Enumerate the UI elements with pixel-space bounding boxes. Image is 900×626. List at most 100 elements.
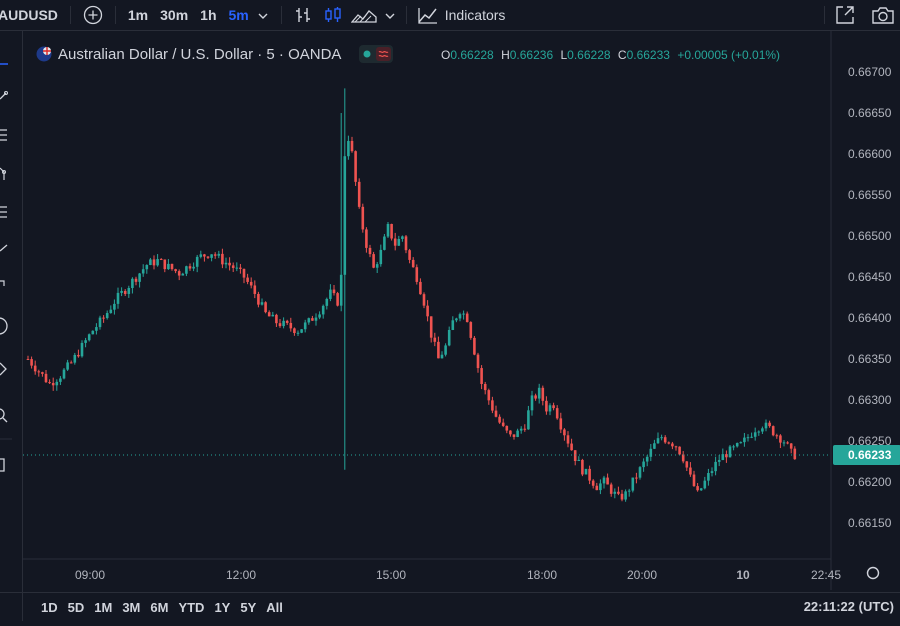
candle-body <box>221 253 224 265</box>
range-1y[interactable]: 1Y <box>214 600 231 615</box>
candle-body <box>534 395 537 399</box>
candle-body <box>527 410 530 430</box>
chevron-down-icon[interactable] <box>384 9 396 21</box>
candle-body <box>660 437 663 439</box>
candle-body <box>782 442 786 444</box>
interval-5m[interactable]: 5m <box>228 7 249 23</box>
x-tick-label: 22:45 <box>811 568 841 582</box>
indicators-icon[interactable] <box>417 5 439 25</box>
symbol-title[interactable]: Australian Dollar / U.S. Dollar · 5 · OA… <box>58 45 342 63</box>
candle-body <box>552 405 555 409</box>
candle-body <box>559 418 563 430</box>
close-label: C <box>617 48 627 62</box>
indicators-button[interactable]: Indicators <box>444 7 506 23</box>
camera-icon[interactable] <box>871 4 895 26</box>
candle-body <box>116 292 120 304</box>
candle-body <box>541 387 545 401</box>
candle-body <box>696 486 699 491</box>
range-3m[interactable]: 3M <box>122 600 141 615</box>
candle-body <box>257 293 260 305</box>
candles-icon[interactable] <box>323 5 343 25</box>
candle-body <box>48 382 51 384</box>
candle-body <box>149 259 152 266</box>
range-all[interactable]: All <box>266 600 283 615</box>
divider <box>69 6 71 24</box>
candle-body <box>300 329 303 333</box>
candle-body <box>242 268 246 278</box>
candle-body <box>645 456 649 462</box>
candle-body <box>725 454 728 458</box>
drawing-tools-icons[interactable] <box>0 31 22 621</box>
candle-body <box>339 274 343 306</box>
candle-body <box>159 259 163 261</box>
candle-body <box>476 354 480 369</box>
interval-1m[interactable]: 1m <box>127 7 149 23</box>
candle-body <box>692 474 696 487</box>
candle-body <box>426 305 429 317</box>
candle-body <box>606 477 609 485</box>
bar-chart-icon[interactable] <box>293 5 313 25</box>
candle-body <box>289 322 293 329</box>
fullscreen-icon[interactable] <box>834 4 856 26</box>
candle-body <box>336 293 339 306</box>
x-tick-label: 15:00 <box>376 568 406 582</box>
projection-icon <box>0 206 7 218</box>
interval-30m[interactable]: 30m <box>160 7 189 23</box>
candle-body <box>152 259 156 266</box>
candle-body <box>192 266 195 269</box>
symbol-search[interactable]: AUDUSD <box>0 7 58 23</box>
candle-body <box>318 314 321 318</box>
candlestick-chart[interactable]: 0.66700 0.66650 0.66600 0.66550 0.66500 0.664… <box>23 31 900 590</box>
candle-body <box>77 354 80 357</box>
utc-clock[interactable]: 22:11:22 (UTC) <box>803 599 894 614</box>
candle-body <box>671 443 674 447</box>
candle-body <box>444 345 447 355</box>
candle-body <box>365 229 368 248</box>
y-tick-label: 0.66450 <box>848 270 892 284</box>
candle-body <box>591 480 595 486</box>
candle-body <box>548 405 552 412</box>
range-ytd[interactable]: YTD <box>178 600 205 615</box>
candle-body <box>750 436 753 438</box>
candle-body <box>743 437 746 443</box>
candle-body <box>771 426 775 436</box>
candle-body <box>437 341 440 359</box>
x-tick-label: 20:00 <box>627 568 657 582</box>
candle-body <box>113 303 116 310</box>
range-5y[interactable]: 5Y <box>240 600 257 615</box>
settings-gear-icon <box>866 566 880 580</box>
candle-body <box>631 477 635 491</box>
chevron-down-icon[interactable] <box>257 9 269 21</box>
last-price-badge <box>833 444 900 465</box>
candle-body <box>710 471 714 474</box>
range-1m[interactable]: 1M <box>94 600 113 615</box>
candle-body <box>253 285 257 294</box>
candle-body <box>109 309 113 314</box>
candle-body <box>69 362 73 364</box>
range-6m[interactable]: 6M <box>150 600 169 615</box>
candle-body <box>635 477 638 479</box>
candle-body <box>163 259 167 270</box>
candle-body <box>170 263 174 270</box>
divider <box>824 6 825 24</box>
range-1d[interactable]: 1D <box>41 600 58 615</box>
y-tick-label: 0.66300 <box>848 393 892 407</box>
candle-body <box>555 408 559 419</box>
low-label: L <box>560 48 568 62</box>
interval-1h[interactable]: 1h <box>200 7 217 23</box>
candle-body <box>203 254 206 257</box>
candle-body <box>674 446 678 448</box>
candle-body <box>602 477 606 484</box>
range-5d[interactable]: 5D <box>67 600 85 615</box>
candle-body <box>235 267 239 269</box>
candle-body <box>494 410 498 417</box>
chart-area[interactable]: 0.66700 0.66650 0.66600 0.66550 0.66500 0.664… <box>23 31 900 590</box>
compare-add-icon[interactable] <box>83 5 103 25</box>
area-chart-icon[interactable] <box>350 5 377 25</box>
candle-body <box>419 281 422 295</box>
candle-body <box>145 265 149 270</box>
candle-body <box>325 298 329 306</box>
candle-body <box>134 278 138 282</box>
x-tick-label: 12:00 <box>226 568 256 582</box>
candle-body <box>761 428 764 432</box>
